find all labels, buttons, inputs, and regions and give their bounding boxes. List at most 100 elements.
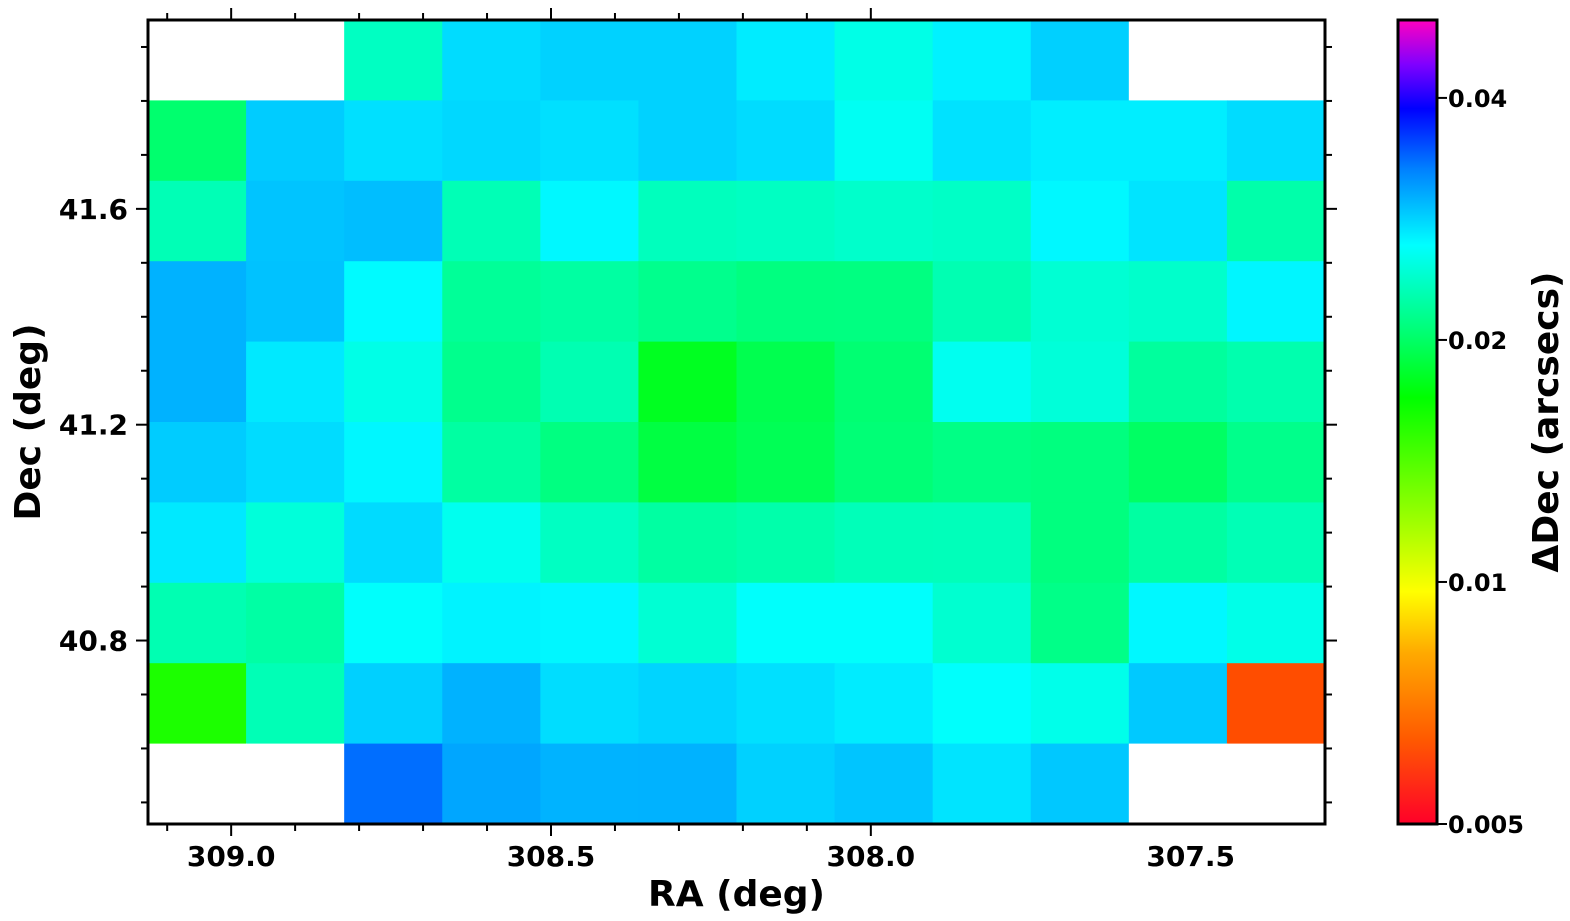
heatmap-cell xyxy=(540,261,640,343)
heatmap-cell xyxy=(442,422,541,503)
heatmap-cell xyxy=(246,180,345,262)
heatmap-cell xyxy=(442,582,541,664)
y-axis-ticks: 40.8 41.2 41.6 xyxy=(59,45,1337,804)
heatmap-cell xyxy=(1128,261,1228,343)
heatmap-cell xyxy=(540,341,640,423)
heatmap-cell xyxy=(932,341,1032,423)
heatmap-cell xyxy=(540,100,640,182)
heatmap-cell xyxy=(344,100,443,182)
heatmap-cell xyxy=(442,502,541,584)
plot-frame xyxy=(146,18,1327,826)
heatmap-cell xyxy=(1030,20,1130,101)
heatmap-cell xyxy=(442,261,541,343)
heatmap-cell xyxy=(1030,341,1130,423)
heatmap-cell xyxy=(246,502,345,584)
heatmap-cell xyxy=(736,261,836,343)
heatmap-cell xyxy=(1128,422,1228,503)
heatmap-cell xyxy=(1030,663,1130,745)
heatmap-cell xyxy=(344,502,443,584)
heatmap-cell xyxy=(1226,261,1326,343)
heatmap-cell xyxy=(638,743,738,825)
heatmap-cell xyxy=(540,502,640,584)
heatmap-cell xyxy=(1030,422,1130,503)
heatmap-cell xyxy=(540,20,640,101)
heatmap-cell xyxy=(148,100,247,182)
heatmap-cell xyxy=(736,422,836,503)
colorbar-ticks: 0.005 0.01 0.02 0.04 xyxy=(1437,85,1524,839)
heatmap-cell xyxy=(344,341,443,423)
heatmap-cell xyxy=(148,180,247,262)
heatmap-cell xyxy=(932,663,1032,745)
heatmap-cell xyxy=(540,180,640,262)
heatmap-cell xyxy=(638,422,738,503)
heatmap-cell xyxy=(1226,341,1326,423)
heatmap-cell xyxy=(246,341,345,423)
heatmap-cell xyxy=(246,663,345,745)
heatmap-cell xyxy=(540,422,640,503)
heatmap-cell xyxy=(1226,502,1326,584)
heatmap-cell xyxy=(834,100,934,182)
heatmap-cell xyxy=(736,582,836,664)
heatmap-cell xyxy=(148,582,247,664)
y-tick-label: 41.6 xyxy=(59,193,128,226)
heatmap-cell xyxy=(736,743,836,825)
heatmap-cell xyxy=(442,341,541,423)
heatmap-cell xyxy=(638,502,738,584)
heatmap-cell xyxy=(932,261,1032,343)
heatmap-cell xyxy=(1226,663,1326,745)
x-tick-label: 309.0 xyxy=(187,840,276,873)
heatmap-cell xyxy=(638,261,738,343)
heatmap-cell xyxy=(1030,502,1130,584)
x-axis-ticks: 309.0 308.5 308.0 307.5 xyxy=(166,8,1235,873)
heatmap-cell xyxy=(1226,422,1326,503)
heatmap-cell xyxy=(638,663,738,745)
heatmap-cell xyxy=(932,422,1032,503)
heatmap-cell xyxy=(442,663,541,745)
heatmap-cell xyxy=(932,100,1032,182)
heatmap-cell xyxy=(344,743,443,825)
heatmap-cell xyxy=(932,180,1032,262)
y-tick-label: 40.8 xyxy=(59,625,128,658)
heatmap-cell xyxy=(540,663,640,745)
heatmap-cell xyxy=(736,663,836,745)
heatmap-cell xyxy=(1128,100,1228,182)
colorbar-tick-label: 0.04 xyxy=(1448,85,1507,113)
heatmap-cell xyxy=(638,582,738,664)
heatmap-cell xyxy=(344,582,443,664)
heatmap-cell xyxy=(540,743,640,825)
heatmap-cell xyxy=(1030,582,1130,664)
heatmap-cell xyxy=(736,180,836,262)
x-axis-label: RA (deg) xyxy=(648,874,825,915)
heatmap-cell xyxy=(442,180,541,262)
heatmap-cell xyxy=(736,341,836,423)
heatmap-cell xyxy=(1226,582,1326,664)
heatmap-cell xyxy=(148,422,247,503)
heatmap-cell xyxy=(834,422,934,503)
heatmap-cell xyxy=(246,582,345,664)
heatmap-cell xyxy=(1128,743,1228,825)
heatmap-cell xyxy=(638,341,738,423)
heatmap-cell xyxy=(1226,100,1326,182)
heatmap-cell xyxy=(1226,180,1326,262)
heatmap-cell xyxy=(736,20,836,101)
heatmap-cell xyxy=(834,180,934,262)
x-tick-label: 307.5 xyxy=(1146,840,1235,873)
heatmap-cell xyxy=(834,502,934,584)
heatmap-cell xyxy=(1128,502,1228,584)
heatmap-cell xyxy=(1128,582,1228,664)
colorbar-label: ΔDec (arcsecs) xyxy=(1526,272,1567,573)
heatmap-cell xyxy=(638,180,738,262)
heatmap-cell xyxy=(1128,180,1228,262)
heatmap-cell xyxy=(1128,341,1228,423)
heatmap-cell xyxy=(148,663,247,745)
heatmap-cell xyxy=(834,20,934,101)
x-tick-label: 308.5 xyxy=(507,840,596,873)
heatmap-cell xyxy=(442,743,541,825)
heatmap-cell xyxy=(246,422,345,503)
colorbar-tick-label: 0.01 xyxy=(1448,569,1507,597)
y-axis-label: Dec (deg) xyxy=(8,323,49,520)
heatmap-cell xyxy=(148,743,247,825)
heatmap-cell xyxy=(736,100,836,182)
heatmap-cell xyxy=(246,743,345,825)
